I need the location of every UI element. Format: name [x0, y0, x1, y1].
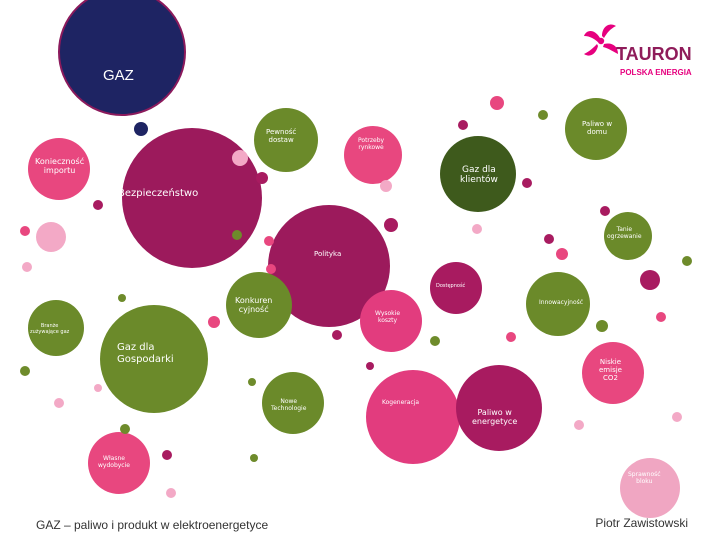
dot: [522, 178, 532, 188]
dot: [162, 450, 172, 460]
tanie-ogrzewanie-label: Tanie ogrzewanie: [607, 226, 642, 240]
svg-text:TAURON: TAURON: [616, 44, 692, 64]
gaz-gospodarki-circle: [100, 305, 208, 413]
dot: [384, 218, 398, 232]
koniecznosc-importu-label: Konieczność importu: [35, 157, 85, 176]
dot: [54, 398, 64, 408]
dot: [20, 366, 30, 376]
bezpieczenstwo-label: Bezpieczeństwo: [118, 188, 199, 199]
dot: [134, 122, 148, 136]
dot: [506, 332, 516, 342]
dot: [22, 262, 32, 272]
paliwo-domu-label: Paliwo w domu: [582, 120, 613, 137]
tanie-ogrzewanie-circle: [604, 212, 652, 260]
pewnosc-dostaw-circle: [254, 108, 318, 172]
gaz-main-circle: [58, 0, 186, 116]
gaz-klientow-circle: [440, 136, 516, 212]
dot: [264, 236, 274, 246]
tauron-logo: TAURON POLSKA ENERGIA: [580, 18, 698, 90]
dot: [232, 230, 242, 240]
dot: [556, 248, 568, 260]
dostepnosc-label: Dostępność: [436, 283, 466, 289]
nowe-technologie-circle: [262, 372, 324, 434]
dot: [574, 420, 584, 430]
nowe-technologie-label: Nowe Technologie: [271, 398, 307, 412]
dot: [248, 378, 256, 386]
kogeneracja-label: Kogeneracja: [382, 399, 420, 406]
svg-text:POLSKA ENERGIA: POLSKA ENERGIA: [620, 68, 692, 77]
dot: [166, 488, 176, 498]
dot: [458, 120, 468, 130]
gaz-klientow-label: Gaz dla klientów: [460, 165, 498, 186]
innowacyjnosc-circle: [526, 272, 590, 336]
dot: [332, 330, 342, 340]
dot: [544, 234, 554, 244]
koniecznosc-importu-circle: [28, 138, 90, 200]
innowacyjnosc-label: Innowacyjność: [539, 299, 584, 306]
gaz-title: GAZ: [103, 67, 134, 84]
footer-presentation-title: GAZ – paliwo i produkt w elektroenergety…: [36, 518, 269, 532]
dot: [120, 424, 130, 434]
dot: [366, 362, 374, 370]
paliwo-domu-circle: [565, 98, 627, 160]
dostepnosc-circle: [430, 262, 482, 314]
dot: [490, 96, 504, 110]
dot: [538, 110, 548, 120]
tauron-logo-icon: TAURON POLSKA ENERGIA: [584, 24, 692, 77]
dot: [118, 294, 126, 302]
dot: [256, 172, 268, 184]
dot: [93, 200, 103, 210]
dot: [682, 256, 692, 266]
wysokie-koszty-label: Wysokie koszty: [375, 310, 401, 324]
wysokie-koszty-circle: [360, 290, 422, 352]
dot: [208, 316, 220, 328]
dot: [430, 336, 440, 346]
paliwo-energetyce-label: Paliwo w energetyce: [472, 408, 518, 427]
dot: [472, 224, 482, 234]
branza-circle: [28, 300, 84, 356]
dot: [94, 384, 102, 392]
niskie-emisje-circle: [582, 342, 644, 404]
pewnosc-dostaw-label: Pewność dostaw: [266, 128, 297, 145]
dot: [266, 264, 276, 274]
branza-label: Branże zużywające gaz: [30, 323, 70, 335]
dot: [250, 454, 258, 462]
wlasne-wydobycie-circle: [88, 432, 150, 494]
dot: [672, 412, 682, 422]
dot: [600, 206, 610, 216]
paliwo-energetyce-circle: [456, 365, 542, 451]
sprawnosc-bloku-label: Sprawność bloku: [628, 471, 661, 485]
kogeneracja-circle: [366, 370, 460, 464]
dot: [232, 150, 248, 166]
polityka-label: Polityka: [314, 250, 342, 258]
dot: [20, 226, 30, 236]
potrzeby-rynkowe-label: Potrzeby rynkowe: [358, 137, 385, 151]
footer-author: Piotr Zawistowski: [595, 516, 688, 530]
niskie-emisje-label: Niskie emisje CO2: [599, 358, 622, 383]
konkurencyjnosc-circle: [226, 272, 292, 338]
dot: [596, 320, 608, 332]
dot: [380, 180, 392, 192]
dot: [656, 312, 666, 322]
sprawnosc-bloku-circle: [620, 458, 680, 518]
gaz-gospodarki-label: Gaz dla Gospodarki: [117, 342, 174, 365]
wlasne-wydobycie-label: Własne wydobycie: [98, 455, 130, 469]
potrzeby-rynkowe-circle: [344, 126, 402, 184]
dot: [640, 270, 660, 290]
dot: [36, 222, 66, 252]
konkurencyjnosc-label: Konkuren cyjność: [235, 296, 273, 315]
